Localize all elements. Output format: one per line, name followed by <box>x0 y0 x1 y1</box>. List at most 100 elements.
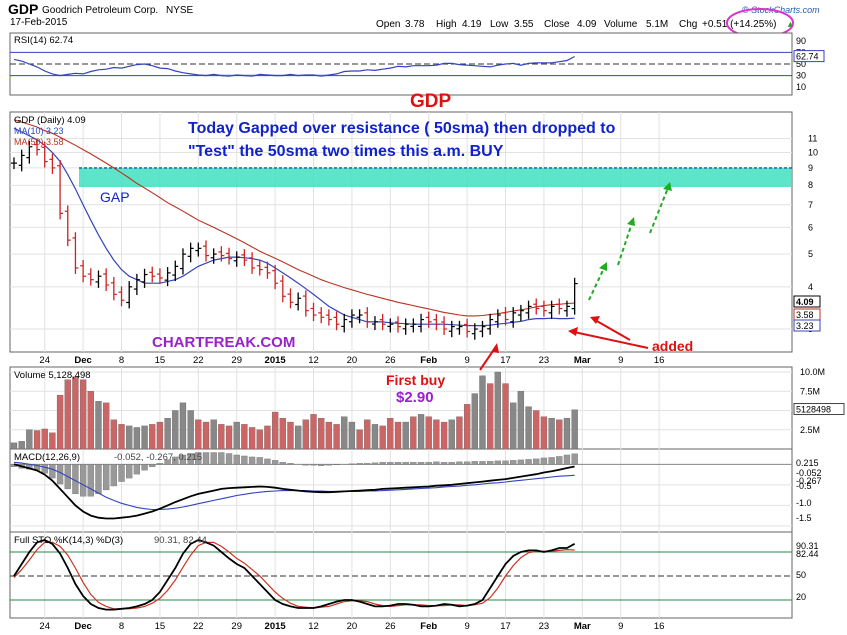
rsi-y-tick: 10 <box>796 82 806 92</box>
projection-arrow-3 <box>649 182 672 234</box>
first-buy-price: $2.90 <box>396 389 434 406</box>
volume-bar <box>371 424 379 450</box>
x-tick-label: Feb <box>420 621 437 632</box>
macd-histogram-bar <box>471 461 478 465</box>
macd-y-tick: -1.0 <box>796 498 812 508</box>
macd-histogram-bar <box>256 457 263 465</box>
volume-bar <box>56 394 64 450</box>
volume-bar <box>172 410 179 450</box>
volume-bar <box>448 419 455 450</box>
macd-histogram-bar <box>494 460 501 465</box>
x-tick-label: 29 <box>231 621 242 632</box>
macd-histogram-bar <box>479 461 486 465</box>
volume-y-tick: 7.5M <box>800 386 820 396</box>
added-label: added <box>652 338 693 354</box>
rsi-oversold-fill <box>248 74 256 77</box>
volume-value: 5.1M <box>646 19 668 30</box>
volume-bar <box>341 416 348 450</box>
company-name: Goodrich Petroleum Corp. <box>42 5 158 16</box>
price-y-tick: 10 <box>808 147 818 157</box>
macd-histogram-bar <box>241 455 248 465</box>
volume-bar <box>548 418 555 450</box>
volume-bar <box>517 391 525 450</box>
macd-histogram-bar <box>164 459 171 465</box>
macd-histogram-bar <box>440 462 448 465</box>
volume-bar <box>256 429 263 450</box>
macd-histogram-bar <box>356 463 363 465</box>
macd-histogram-bar <box>310 464 317 466</box>
macd-histogram-bar <box>556 456 563 465</box>
macd-histogram-bar <box>318 464 325 466</box>
macd-legend-prefix: MACD(12,26,9) <box>14 452 80 463</box>
volume-bar <box>479 375 486 450</box>
macd-histogram-bar <box>156 463 164 465</box>
volume-bar <box>195 419 202 450</box>
volume-bar <box>10 442 18 450</box>
macd-y-tick: -0.5 <box>796 481 812 491</box>
volume-bar <box>95 401 102 450</box>
rsi-y-tick: 30 <box>796 71 806 81</box>
macd-histogram-bar <box>502 460 509 465</box>
chg-label: Chg <box>679 19 697 30</box>
gap-zone <box>79 167 792 188</box>
volume-bar <box>103 402 110 450</box>
volume-bar <box>563 418 571 450</box>
volume-bar <box>87 391 94 450</box>
x-tick-label: 9 <box>464 621 469 632</box>
macd-histogram-bar <box>95 464 102 495</box>
gap-rect <box>79 167 792 188</box>
volume-label: Volume <box>604 19 638 30</box>
sto-k-line <box>13 539 576 611</box>
volume-bar <box>325 421 333 450</box>
volume-bar <box>33 430 41 450</box>
x-tick-label: 24 <box>39 355 50 366</box>
x-tick-label: 9 <box>464 355 469 366</box>
axis-labels: 24 24 Dec Dec 8 8 15 15 22 22 29 29 2015 2015 12 12 20 20… <box>39 36 845 632</box>
ma50-legend: MA(50) 3.58 <box>14 137 64 147</box>
macd-histogram-bar <box>172 456 179 465</box>
volume-bar <box>41 428 48 450</box>
x-tick-label: 8 <box>119 355 124 366</box>
x-tick-label: Dec <box>74 621 91 632</box>
macd-histogram-bar <box>187 453 194 465</box>
sto-legend-prefix: Full STO %K(14,3) %D(3) <box>14 535 123 546</box>
macd-legend-values: -0.052, -0.267, 0.215 <box>114 452 202 463</box>
macd-histogram-bar <box>248 456 256 465</box>
volume-bar <box>463 404 471 450</box>
macd-y-tick: -1.5 <box>796 513 812 523</box>
low-value: 3.55 <box>514 19 534 30</box>
macd-histogram-bar <box>487 461 494 465</box>
macd-histogram-bar <box>417 462 425 465</box>
brand-logo: © StockCharts.com <box>742 5 820 15</box>
price-tag-text: 3.58 <box>796 310 814 320</box>
sto-y-tick: 50 <box>796 570 806 580</box>
exchange: NYSE <box>166 5 194 16</box>
volume-legend: Volume 5,128,498 <box>14 370 91 381</box>
macd-histogram-bar <box>394 462 402 465</box>
volume-bar <box>271 411 279 450</box>
x-tick-label: 29 <box>231 355 242 366</box>
volume-bar <box>410 416 417 450</box>
macd-histogram-bar <box>510 460 517 465</box>
volume-y-tick: 2.5M <box>800 425 820 435</box>
macd-histogram-bar <box>264 458 271 465</box>
price-y-tick: 11 <box>808 133 817 143</box>
volume-bar <box>540 416 548 450</box>
rsi-value-tag-text: 62.74 <box>796 52 819 62</box>
chg-value: +0.51 (+14.25%) <box>702 19 777 30</box>
volume-bar <box>233 421 240 450</box>
macd-histogram-bar <box>287 463 294 465</box>
price-tag-text: 3.23 <box>796 321 814 331</box>
macd-histogram-bar <box>371 462 379 465</box>
x-tick-label: Mar <box>574 355 591 366</box>
macd-histogram-bar <box>202 452 210 465</box>
volume-bar <box>494 371 501 450</box>
macd-histogram-bar <box>302 464 309 466</box>
macd-chart <box>10 452 792 520</box>
volume-bar <box>218 424 225 450</box>
sto-y-tick: 20 <box>796 592 806 602</box>
volume-bar <box>156 421 164 450</box>
rsi-value-tag <box>793 50 825 63</box>
volume-bar <box>126 425 133 450</box>
sto-chart <box>10 539 792 611</box>
